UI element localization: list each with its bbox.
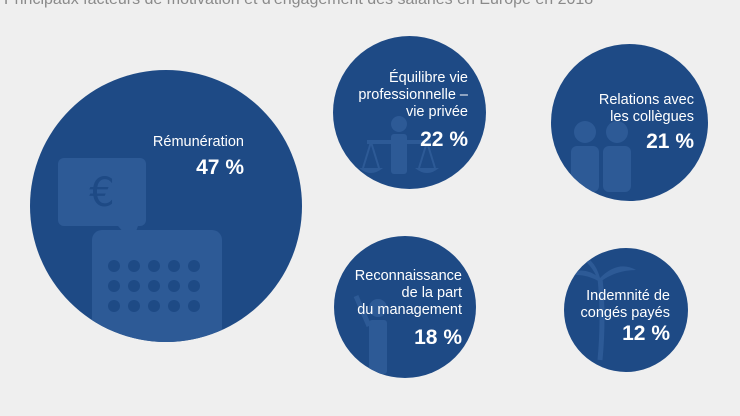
chart-title: Principaux facteurs de motivation et d'e… [4,0,593,9]
bubble-relations-value: 21 % [646,130,694,153]
balance-scale-person-icon [359,116,439,174]
bubble-reconnaissance-label: Reconnaissance de la part du management [334,268,462,319]
label-line: professionnelle – [358,87,468,103]
label-line: congés payés [580,305,670,321]
label-line: Rémunération [152,134,244,150]
label-line: Reconnaissance [354,268,462,284]
colleagues-icon [571,121,631,192]
bubble-indemnite-value: 12 % [622,322,670,345]
bubble-equilibre: Équilibre vie professionnelle – vie priv… [333,36,486,189]
svg-text:€: € [89,170,114,216]
person-icon [353,295,387,374]
bubble-relations-label: Relations avec les collègues [554,92,694,126]
bubble-remuneration-label: Rémunération [64,134,244,151]
label-line: de la part [401,285,462,301]
bubble-indemnite: Indemnité de congés payés 12 % [564,248,688,372]
label-line: Indemnité de [586,288,670,304]
bubble-remuneration-value: 47 % [196,156,244,179]
bubble-remuneration: € Rémunération 47 % [30,70,302,342]
bubble-equilibre-value: 22 % [420,128,468,151]
bubble-indemnite-label: Indemnité de congés payés [564,288,670,322]
label-line: vie privée [405,104,468,120]
bubble-reconnaissance: Reconnaissance de la part du management … [334,236,476,378]
bubble-reconnaissance-value: 18 % [414,326,462,349]
palm-tree-icon [566,254,636,361]
euro-calculator-icon: € [58,158,222,342]
bubble-equilibre-label: Équilibre vie professionnelle – vie priv… [333,70,468,121]
label-line: Équilibre vie [389,70,468,86]
label-line: les collègues [610,109,694,125]
label-line: du management [357,302,462,318]
bubble-relations: Relations avec les collègues 21 % [551,44,708,201]
label-line: Relations avec [598,92,694,108]
